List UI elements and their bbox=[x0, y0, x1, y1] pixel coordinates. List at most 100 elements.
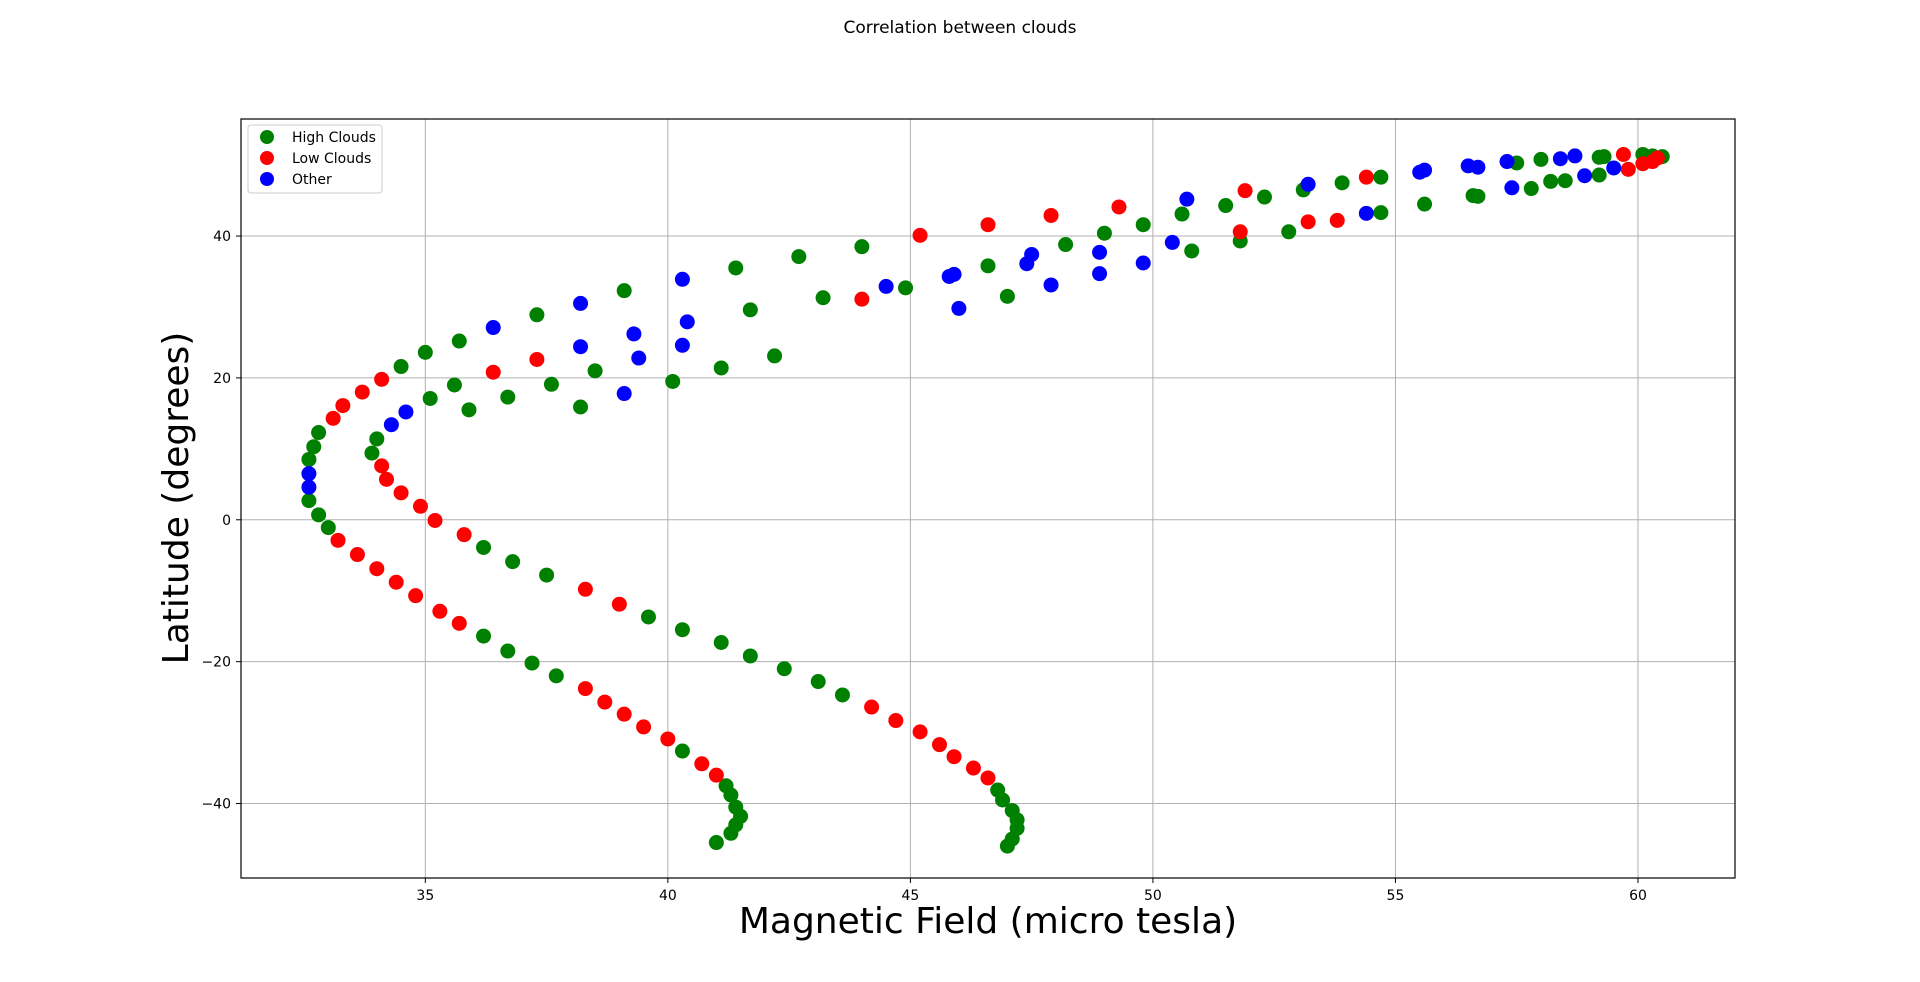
data-point-high-clouds bbox=[1523, 181, 1539, 197]
data-point-low-clouds bbox=[636, 719, 652, 735]
data-point-high-clouds bbox=[898, 280, 914, 296]
data-point-high-clouds bbox=[364, 445, 380, 461]
data-point-high-clouds bbox=[990, 782, 1006, 798]
data-point-other bbox=[1499, 154, 1515, 170]
data-point-other bbox=[1135, 255, 1151, 271]
data-point-high-clouds bbox=[616, 283, 632, 299]
data-point-high-clouds bbox=[311, 507, 327, 523]
data-point-other bbox=[1179, 191, 1195, 207]
data-point-low-clouds bbox=[694, 756, 710, 772]
data-point-low-clouds bbox=[1649, 150, 1665, 166]
x-tick-label: 35 bbox=[416, 888, 434, 904]
legend-label-high-clouds: High Clouds bbox=[292, 130, 376, 146]
data-point-other bbox=[383, 417, 399, 433]
x-tick-label: 60 bbox=[1629, 888, 1647, 904]
data-point-low-clouds bbox=[854, 291, 870, 307]
data-point-low-clouds bbox=[485, 364, 501, 380]
series-other bbox=[301, 148, 1622, 495]
data-point-other bbox=[1577, 168, 1593, 184]
data-points bbox=[301, 146, 1670, 854]
grid-lines bbox=[241, 119, 1735, 878]
data-point-low-clouds bbox=[335, 398, 351, 414]
data-point-high-clouds bbox=[320, 520, 336, 536]
data-point-low-clouds bbox=[1111, 199, 1127, 215]
data-point-high-clouds bbox=[742, 302, 758, 318]
data-point-low-clouds bbox=[912, 227, 928, 243]
data-point-other bbox=[398, 404, 414, 420]
data-point-high-clouds bbox=[1174, 206, 1190, 222]
data-point-other bbox=[1417, 162, 1433, 178]
data-point-other bbox=[626, 326, 642, 342]
data-point-low-clouds bbox=[597, 694, 613, 710]
data-point-other bbox=[1300, 176, 1316, 192]
axis-ticks: 35 40 45 50 55 60 −40 −20 0 20 40 bbox=[201, 229, 1646, 904]
y-tick-label: 20 bbox=[213, 371, 231, 387]
x-tick-label: 55 bbox=[1387, 888, 1405, 904]
data-point-low-clouds bbox=[427, 512, 443, 528]
data-point-low-clouds bbox=[1620, 161, 1636, 177]
data-point-low-clouds bbox=[577, 681, 593, 697]
data-point-other bbox=[1567, 148, 1583, 164]
data-point-low-clouds bbox=[374, 371, 390, 387]
y-axis-label: Latitude (degrees) bbox=[156, 332, 197, 665]
data-point-low-clouds bbox=[1232, 224, 1248, 240]
data-point-high-clouds bbox=[980, 258, 996, 274]
data-point-low-clouds bbox=[330, 532, 346, 548]
data-point-high-clouds bbox=[369, 431, 385, 447]
data-point-low-clouds bbox=[412, 498, 428, 514]
data-point-high-clouds bbox=[1135, 217, 1151, 233]
data-point-low-clouds bbox=[1300, 214, 1316, 230]
data-point-low-clouds bbox=[708, 767, 724, 783]
data-point-other bbox=[1606, 160, 1622, 176]
data-point-low-clouds bbox=[354, 384, 370, 400]
data-point-high-clouds bbox=[301, 451, 317, 467]
data-point-low-clouds bbox=[577, 581, 593, 597]
data-point-high-clouds bbox=[301, 493, 317, 509]
chart-title: Correlation between clouds bbox=[844, 18, 1077, 38]
x-tick-label: 40 bbox=[659, 888, 677, 904]
x-tick-label: 50 bbox=[1144, 888, 1162, 904]
data-point-high-clouds bbox=[1557, 173, 1573, 189]
data-point-high-clouds bbox=[1058, 237, 1074, 253]
data-point-other bbox=[1504, 180, 1520, 196]
data-point-high-clouds bbox=[1373, 169, 1389, 185]
data-point-low-clouds bbox=[931, 737, 947, 753]
data-point-high-clouds bbox=[543, 376, 559, 392]
data-point-low-clouds bbox=[369, 561, 385, 577]
data-point-low-clouds bbox=[456, 527, 472, 543]
data-point-other bbox=[1024, 246, 1040, 262]
data-point-high-clouds bbox=[393, 359, 409, 375]
data-point-low-clouds bbox=[616, 706, 632, 722]
data-point-high-clouds bbox=[524, 655, 540, 671]
data-point-low-clouds bbox=[1237, 183, 1253, 199]
data-point-high-clouds bbox=[728, 260, 744, 276]
series-low-clouds bbox=[325, 146, 1665, 786]
data-point-high-clouds bbox=[587, 363, 603, 379]
data-point-high-clouds bbox=[1281, 224, 1297, 240]
y-tick-label: −40 bbox=[201, 797, 231, 813]
data-point-low-clouds bbox=[388, 574, 404, 590]
data-point-other bbox=[674, 271, 690, 287]
data-point-high-clouds bbox=[446, 377, 462, 393]
data-point-low-clouds bbox=[912, 724, 928, 740]
data-point-low-clouds bbox=[888, 713, 904, 729]
y-tick-label: −20 bbox=[201, 655, 231, 671]
data-point-high-clouds bbox=[422, 390, 438, 406]
data-point-high-clouds bbox=[1596, 149, 1612, 165]
data-point-low-clouds bbox=[660, 731, 676, 747]
data-point-high-clouds bbox=[311, 425, 327, 441]
data-point-other bbox=[1470, 159, 1486, 175]
data-point-low-clouds bbox=[325, 410, 341, 426]
legend-label-other: Other bbox=[292, 172, 332, 188]
data-point-high-clouds bbox=[810, 674, 826, 690]
data-point-low-clouds bbox=[432, 603, 448, 619]
data-point-other bbox=[679, 314, 695, 330]
data-point-high-clouds bbox=[815, 290, 831, 306]
data-point-high-clouds bbox=[728, 799, 744, 815]
legend-marker-high-clouds bbox=[260, 130, 274, 144]
data-point-other bbox=[878, 278, 894, 294]
y-tick-label: 0 bbox=[222, 513, 231, 529]
x-tick-label: 45 bbox=[901, 888, 919, 904]
data-point-low-clouds bbox=[408, 588, 424, 604]
